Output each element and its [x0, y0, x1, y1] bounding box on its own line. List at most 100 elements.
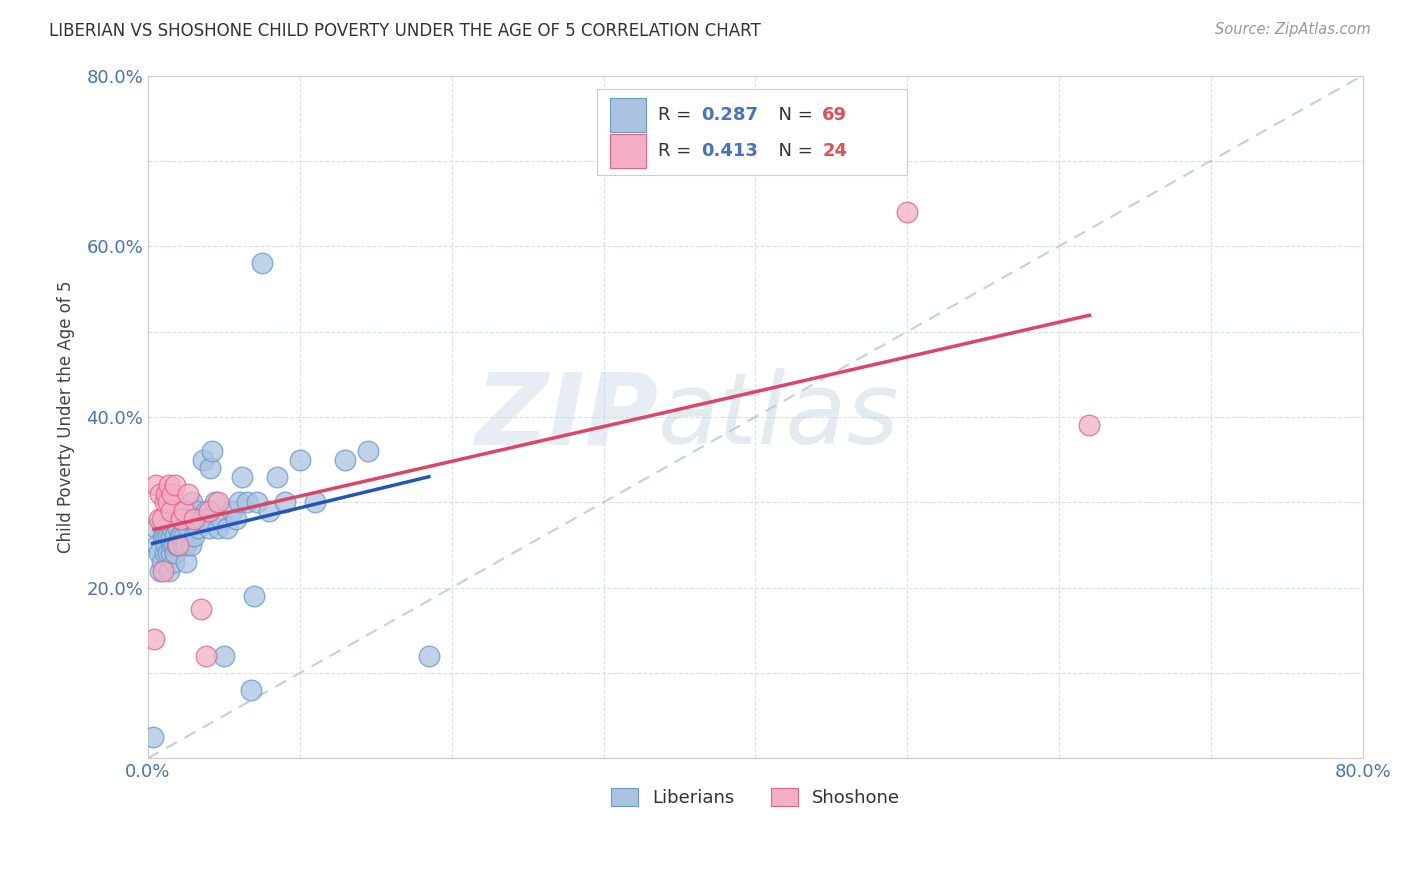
Point [162, 487, 184, 501]
Point [235, 495, 257, 509]
Text: R =: R = [658, 106, 697, 124]
Point [155, 487, 177, 501]
Point [231, 469, 253, 483]
Point [149, 564, 172, 578]
Point [159, 547, 181, 561]
Point [167, 521, 190, 535]
Point [246, 495, 269, 509]
Text: N =: N = [768, 106, 818, 124]
Point [152, 564, 174, 578]
Legend: Liberians, Shoshone: Liberians, Shoshone [603, 780, 907, 814]
Point [197, 504, 219, 518]
Point [148, 547, 170, 561]
Point [240, 683, 263, 698]
Text: 69: 69 [823, 106, 848, 124]
Point [157, 564, 180, 578]
Point [177, 512, 200, 526]
Point [174, 555, 197, 569]
FancyBboxPatch shape [598, 89, 907, 175]
Point [153, 547, 176, 561]
Point [190, 512, 212, 526]
Point [150, 512, 173, 526]
Point [243, 589, 266, 603]
Point [180, 538, 202, 552]
Point [357, 444, 380, 458]
Point [176, 521, 198, 535]
Point [183, 512, 205, 526]
Point [152, 529, 174, 543]
Point [162, 521, 184, 535]
Text: LIBERIAN VS SHOSHONE CHILD POVERTY UNDER THE AGE OF 5 CORRELATION CHART: LIBERIAN VS SHOSHONE CHILD POVERTY UNDER… [49, 22, 761, 40]
Point [186, 504, 208, 518]
Point [163, 538, 186, 552]
Point [221, 504, 243, 518]
Point [173, 529, 195, 543]
Point [169, 529, 191, 543]
Point [215, 521, 238, 535]
Point [207, 495, 229, 509]
Point [200, 461, 222, 475]
Point [167, 538, 190, 552]
Point [259, 504, 281, 518]
FancyBboxPatch shape [610, 98, 645, 132]
Point [191, 452, 214, 467]
Point [148, 512, 170, 526]
Point [183, 529, 205, 543]
Text: atlas: atlas [658, 368, 900, 466]
Point [184, 512, 207, 526]
Point [212, 648, 235, 663]
Point [250, 256, 273, 270]
Point [165, 478, 187, 492]
Point [162, 538, 184, 552]
Text: R =: R = [658, 142, 697, 160]
Text: N =: N = [768, 142, 818, 160]
Point [228, 495, 250, 509]
Point [170, 512, 193, 526]
Point [201, 444, 224, 458]
Point [167, 538, 190, 552]
Point [163, 555, 186, 569]
Point [156, 529, 179, 543]
Point [896, 205, 918, 219]
Point [155, 521, 177, 535]
Point [142, 730, 165, 744]
Point [170, 512, 193, 526]
Point [170, 529, 193, 543]
Point [152, 512, 174, 526]
Point [174, 538, 197, 552]
Point [207, 521, 229, 535]
Point [181, 495, 204, 509]
Point [335, 452, 357, 467]
Point [146, 538, 169, 552]
Point [190, 602, 212, 616]
Text: 0.413: 0.413 [700, 142, 758, 160]
Point [165, 529, 187, 543]
Point [150, 555, 173, 569]
Point [172, 538, 194, 552]
Point [145, 521, 167, 535]
Point [176, 487, 198, 501]
Text: Source: ZipAtlas.com: Source: ZipAtlas.com [1215, 22, 1371, 37]
FancyBboxPatch shape [610, 134, 645, 168]
Point [225, 512, 247, 526]
Text: ZIP: ZIP [475, 368, 658, 466]
Point [165, 547, 187, 561]
Point [204, 495, 226, 509]
Point [166, 538, 188, 552]
Point [149, 487, 172, 501]
Y-axis label: Child Poverty Under the Age of 5: Child Poverty Under the Age of 5 [58, 281, 75, 553]
Point [156, 547, 179, 561]
Point [197, 521, 219, 535]
Point [194, 504, 217, 518]
Text: 24: 24 [823, 142, 848, 160]
Point [273, 495, 295, 509]
Point [209, 512, 232, 526]
Point [288, 452, 311, 467]
Point [155, 538, 177, 552]
Point [145, 478, 167, 492]
Point [266, 469, 288, 483]
Point [173, 504, 195, 518]
Point [1078, 418, 1101, 433]
Point [304, 495, 326, 509]
Point [159, 529, 181, 543]
